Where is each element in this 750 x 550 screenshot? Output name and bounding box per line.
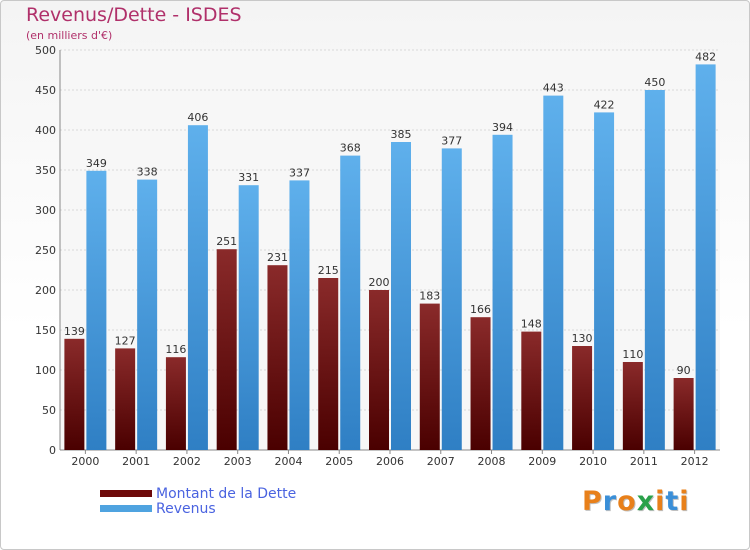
- legend-item-revenue: Revenus: [100, 500, 296, 517]
- data-label-debt: 183: [419, 290, 440, 303]
- brand-logo: Proxiti: [582, 486, 690, 517]
- legend-label-debt: Montant de la Dette: [156, 485, 297, 502]
- bar-revenue: [695, 64, 716, 451]
- y-tick-label: 450: [35, 84, 56, 97]
- chart-subtitle: (en milliers d'€): [26, 29, 113, 42]
- data-label-revenue: 377: [441, 134, 462, 147]
- x-tick-label: 2007: [427, 455, 455, 468]
- bar-revenue: [543, 95, 564, 450]
- data-label-revenue: 331: [238, 171, 259, 184]
- y-tick-label: 250: [35, 244, 56, 257]
- data-label-revenue: 368: [340, 142, 361, 155]
- x-tick-label: 2003: [224, 455, 252, 468]
- y-tick-label: 500: [35, 44, 56, 57]
- data-label-debt: 139: [64, 325, 85, 338]
- x-tick-label: 2002: [173, 455, 201, 468]
- y-tick-label: 50: [42, 404, 56, 417]
- x-tick-label: 2008: [478, 455, 506, 468]
- x-tick-label: 2001: [122, 455, 150, 468]
- bar-debt: [572, 346, 593, 450]
- x-tick-label: 2010: [579, 455, 607, 468]
- bar-debt: [470, 317, 491, 450]
- data-label-debt: 127: [115, 334, 136, 347]
- y-tick-label: 150: [35, 324, 56, 337]
- bar-revenue: [391, 142, 411, 450]
- data-label-debt: 148: [521, 318, 542, 331]
- y-tick-label: 0: [49, 444, 56, 457]
- bar-debt: [216, 249, 237, 450]
- data-label-revenue: 422: [594, 98, 615, 111]
- bar-debt: [521, 331, 542, 450]
- bar-revenue: [289, 180, 310, 450]
- data-label-debt: 90: [677, 364, 691, 377]
- data-label-debt: 251: [216, 235, 237, 248]
- chart-title: Revenus/Dette - ISDES: [26, 4, 242, 26]
- bar-debt: [318, 278, 339, 450]
- bar-revenue: [492, 134, 513, 451]
- data-label-revenue: 385: [391, 128, 412, 141]
- bar-debt: [419, 303, 440, 450]
- bar-debt: [115, 348, 136, 450]
- bar-debt: [673, 378, 694, 450]
- y-tick-label: 350: [35, 164, 56, 177]
- data-label-revenue: 443: [543, 82, 564, 95]
- data-label-debt: 200: [369, 276, 390, 289]
- data-label-revenue: 394: [492, 121, 513, 134]
- data-label-revenue: 406: [187, 111, 208, 124]
- data-label-revenue: 338: [137, 166, 158, 179]
- bar-revenue: [238, 185, 259, 450]
- data-label-debt: 130: [572, 332, 593, 345]
- legend-swatch-revenue: [100, 505, 152, 512]
- bar-revenue: [644, 90, 665, 450]
- data-label-revenue: 482: [695, 50, 716, 63]
- y-tick-label: 200: [35, 284, 56, 297]
- x-tick-label: 2000: [71, 455, 99, 468]
- x-tick-label: 2006: [376, 455, 404, 468]
- legend-label-revenue: Revenus: [156, 500, 216, 517]
- bar-revenue: [187, 125, 208, 450]
- legend: Montant de la Dette Revenus: [100, 485, 297, 517]
- data-label-debt: 215: [318, 264, 339, 277]
- bar-debt: [267, 265, 288, 450]
- bar-debt: [165, 357, 186, 450]
- data-label-revenue: 349: [86, 157, 107, 170]
- y-tick-label: 300: [35, 204, 56, 217]
- data-label-revenue: 337: [289, 166, 310, 179]
- bar-revenue: [594, 112, 615, 451]
- data-label-debt: 231: [267, 251, 288, 264]
- data-label-revenue: 450: [644, 76, 665, 89]
- bar-revenue: [441, 148, 462, 450]
- data-label-debt: 116: [165, 343, 186, 356]
- legend-swatch-debt: [100, 490, 152, 497]
- bar-debt: [64, 338, 85, 450]
- bar-debt: [369, 290, 389, 450]
- x-tick-label: 2004: [274, 455, 302, 468]
- x-tick-label: 2005: [325, 455, 353, 468]
- y-tick-label: 100: [35, 364, 56, 377]
- x-tick-label: 2011: [630, 455, 658, 468]
- data-label-debt: 110: [622, 348, 643, 361]
- x-tick-label: 2012: [681, 455, 709, 468]
- y-tick-label: 400: [35, 124, 56, 137]
- bar-revenue: [137, 179, 158, 450]
- bar-revenue: [86, 170, 107, 451]
- x-tick-label: 2009: [528, 455, 556, 468]
- legend-item-debt: Montant de la Dette: [100, 485, 297, 502]
- bar-revenue: [340, 155, 361, 450]
- bar-debt: [622, 362, 643, 450]
- data-label-debt: 166: [470, 303, 491, 316]
